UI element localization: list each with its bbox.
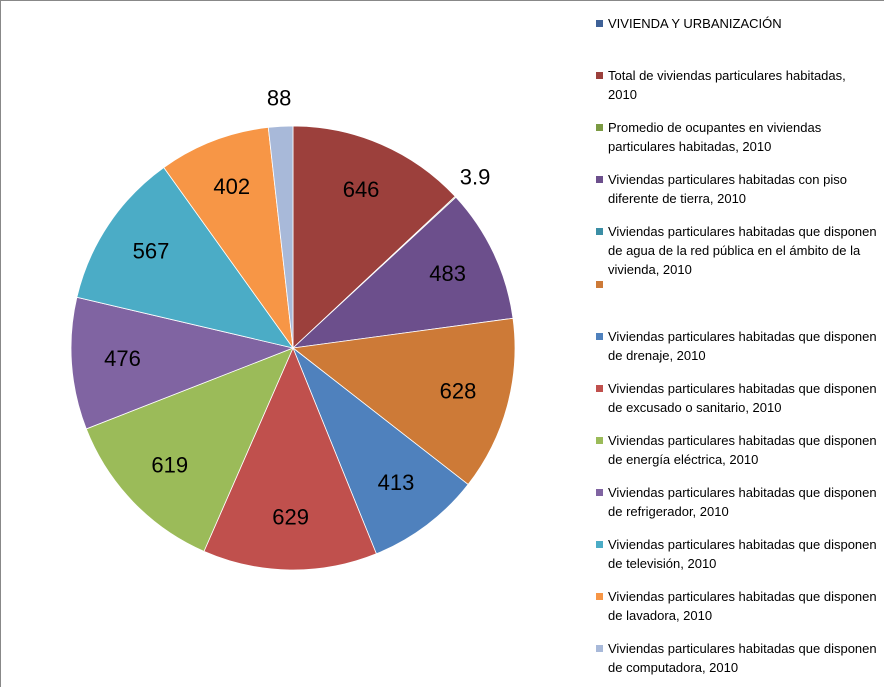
data-label: 628 <box>440 378 477 403</box>
legend-swatch <box>596 72 603 80</box>
data-label: 476 <box>104 346 141 371</box>
data-label: 619 <box>151 452 188 477</box>
legend-entry: Viviendas particulares habitadas que dis… <box>596 379 878 417</box>
legend-entry: Viviendas particulares habitadas que dis… <box>596 327 878 365</box>
data-label: 413 <box>378 470 415 495</box>
pie-slice <box>292 317 516 486</box>
legend-swatch <box>596 645 603 653</box>
legend-swatch <box>596 488 603 496</box>
legend-entry: Viviendas particulares habitadas que dis… <box>596 639 878 677</box>
legend-swatch <box>596 280 603 288</box>
data-label: 3.9 <box>460 164 491 189</box>
pie-slice <box>76 166 294 349</box>
legend-swatch <box>596 541 603 548</box>
legend-swatch <box>596 332 603 340</box>
legend-entry: Viviendas particulares habitadas que dis… <box>596 431 878 469</box>
data-label: 483 <box>429 261 466 286</box>
pie-slice <box>163 126 294 350</box>
legend-label: Promedio de ocupantes en viviendas parti… <box>608 120 822 155</box>
legend-label: Viviendas particulares habitadas que dis… <box>608 589 877 624</box>
legend-swatch <box>596 228 603 236</box>
pie-slice <box>292 346 469 555</box>
legend-entry: Viviendas particulares habitadas que dis… <box>596 587 878 625</box>
legend-label: VIVIENDA Y URBANIZACIÓN <box>608 16 782 31</box>
legend-entry: Promedio de ocupantes en viviendas parti… <box>596 118 878 156</box>
legend-entry: Viviendas particulares habitadas con pis… <box>596 170 878 208</box>
pie-slice <box>292 125 456 349</box>
legend-label <box>608 275 878 294</box>
data-label: 567 <box>133 239 170 264</box>
data-label: 88 <box>267 86 291 111</box>
legend-entry: VIVIENDA Y URBANIZACIÓN <box>596 14 878 33</box>
data-label: 646 <box>343 177 380 202</box>
legend-label: Viviendas particulares habitadas que dis… <box>608 537 877 571</box>
pie-slice <box>291 196 514 349</box>
legend-entry <box>596 275 878 294</box>
legend-label: Viviendas particulares habitadas que dis… <box>608 328 877 363</box>
legend-label: Viviendas particulares habitadas que dis… <box>608 380 877 415</box>
legend-entry: Total de viviendas particulares habitada… <box>596 66 878 104</box>
pie-slice <box>70 296 295 430</box>
legend-swatch <box>596 436 603 444</box>
data-label: 629 <box>272 505 309 530</box>
legend-swatch <box>596 176 603 184</box>
legend-label: Viviendas particulares habitadas que dis… <box>608 224 877 278</box>
legend-label: Viviendas particulares habitadas que dis… <box>608 484 877 519</box>
pie-slice <box>203 346 377 571</box>
legend-entry: Viviendas particulares habitadas que dis… <box>596 535 878 573</box>
legend-swatch <box>596 384 603 392</box>
legend-label: Viviendas particulares habitadas con pis… <box>608 172 847 207</box>
legend-swatch <box>596 20 603 27</box>
legend-label: Viviendas particulares habitadas que dis… <box>608 432 877 467</box>
legend-swatch <box>596 593 603 601</box>
legend-label: Total de viviendas particulares habitada… <box>608 68 846 103</box>
legend-entry: Viviendas particulares habitadas que dis… <box>596 222 878 279</box>
legend-swatch <box>596 124 603 132</box>
legend-label: Viviendas particulares habitadas que dis… <box>608 641 877 676</box>
legend-entry: Viviendas particulares habitadas que dis… <box>596 483 878 521</box>
pie-slice <box>267 125 294 349</box>
data-label: 402 <box>213 174 250 199</box>
pie-slice <box>85 347 294 552</box>
